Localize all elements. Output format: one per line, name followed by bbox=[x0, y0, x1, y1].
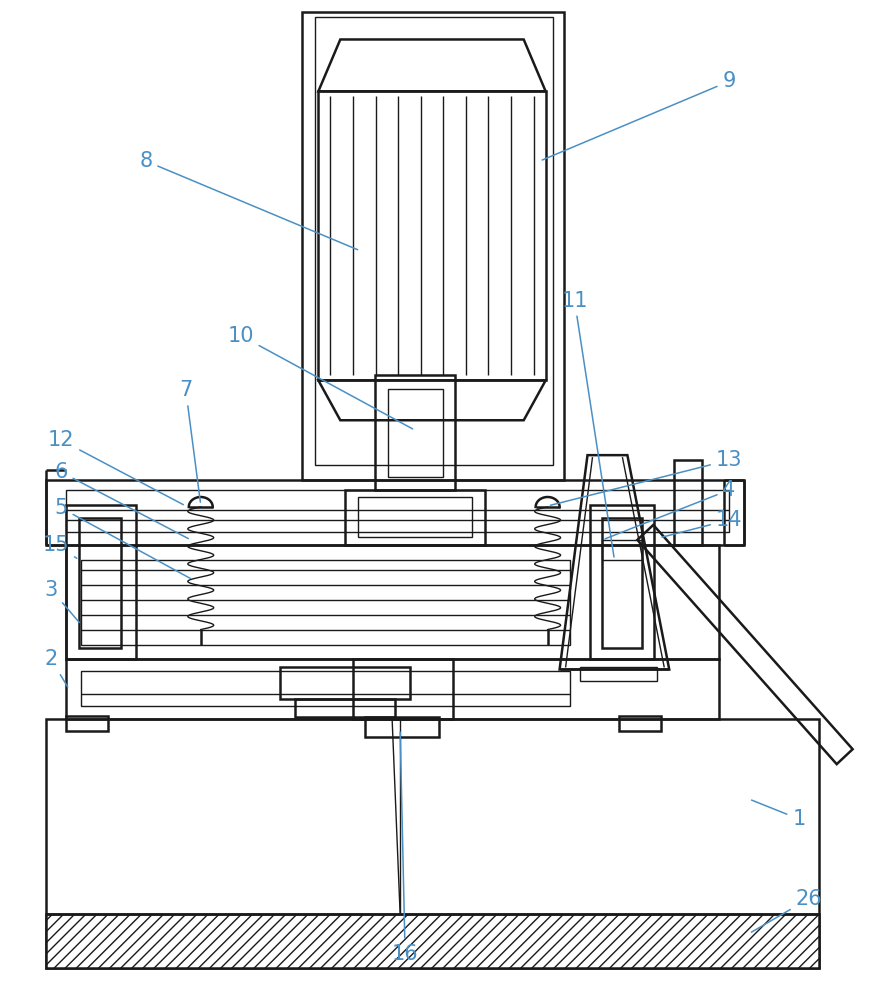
Bar bbox=[66, 716, 108, 731]
Text: 11: 11 bbox=[561, 291, 614, 557]
Text: 10: 10 bbox=[228, 326, 413, 429]
Text: 3: 3 bbox=[44, 580, 79, 622]
Text: 14: 14 bbox=[662, 510, 742, 537]
Text: 8: 8 bbox=[139, 151, 358, 250]
Bar bbox=[365, 717, 439, 737]
Bar bbox=[602, 518, 642, 648]
Bar bbox=[46, 914, 819, 968]
Bar bbox=[315, 17, 553, 465]
Bar bbox=[345, 490, 485, 545]
Text: 4: 4 bbox=[605, 480, 736, 539]
Bar bbox=[602, 540, 642, 560]
Text: 5: 5 bbox=[55, 498, 190, 578]
Text: 16: 16 bbox=[392, 732, 418, 964]
Text: 6: 6 bbox=[55, 462, 189, 539]
Text: 1: 1 bbox=[752, 800, 806, 829]
Bar bbox=[66, 659, 719, 719]
Text: 15: 15 bbox=[43, 535, 76, 558]
Bar bbox=[388, 389, 443, 477]
Bar bbox=[81, 560, 569, 645]
Bar bbox=[46, 719, 819, 968]
Text: 12: 12 bbox=[48, 430, 183, 505]
Bar bbox=[318, 91, 546, 380]
Bar bbox=[66, 545, 719, 659]
Bar bbox=[620, 716, 661, 731]
Bar bbox=[79, 518, 121, 648]
Bar bbox=[81, 671, 569, 706]
Bar bbox=[580, 667, 657, 681]
Text: 2: 2 bbox=[44, 649, 68, 687]
Bar bbox=[358, 497, 472, 537]
Bar bbox=[589, 505, 654, 659]
Bar bbox=[674, 460, 702, 545]
Bar bbox=[295, 699, 395, 717]
Bar bbox=[66, 505, 136, 659]
Bar bbox=[66, 490, 729, 532]
Text: 9: 9 bbox=[542, 71, 736, 160]
Text: 26: 26 bbox=[752, 889, 822, 932]
Bar bbox=[375, 375, 455, 490]
Text: 13: 13 bbox=[550, 450, 742, 505]
Bar bbox=[281, 667, 410, 699]
Bar bbox=[46, 480, 744, 545]
Bar bbox=[302, 12, 564, 480]
Text: 7: 7 bbox=[179, 380, 201, 502]
Bar bbox=[354, 659, 453, 719]
